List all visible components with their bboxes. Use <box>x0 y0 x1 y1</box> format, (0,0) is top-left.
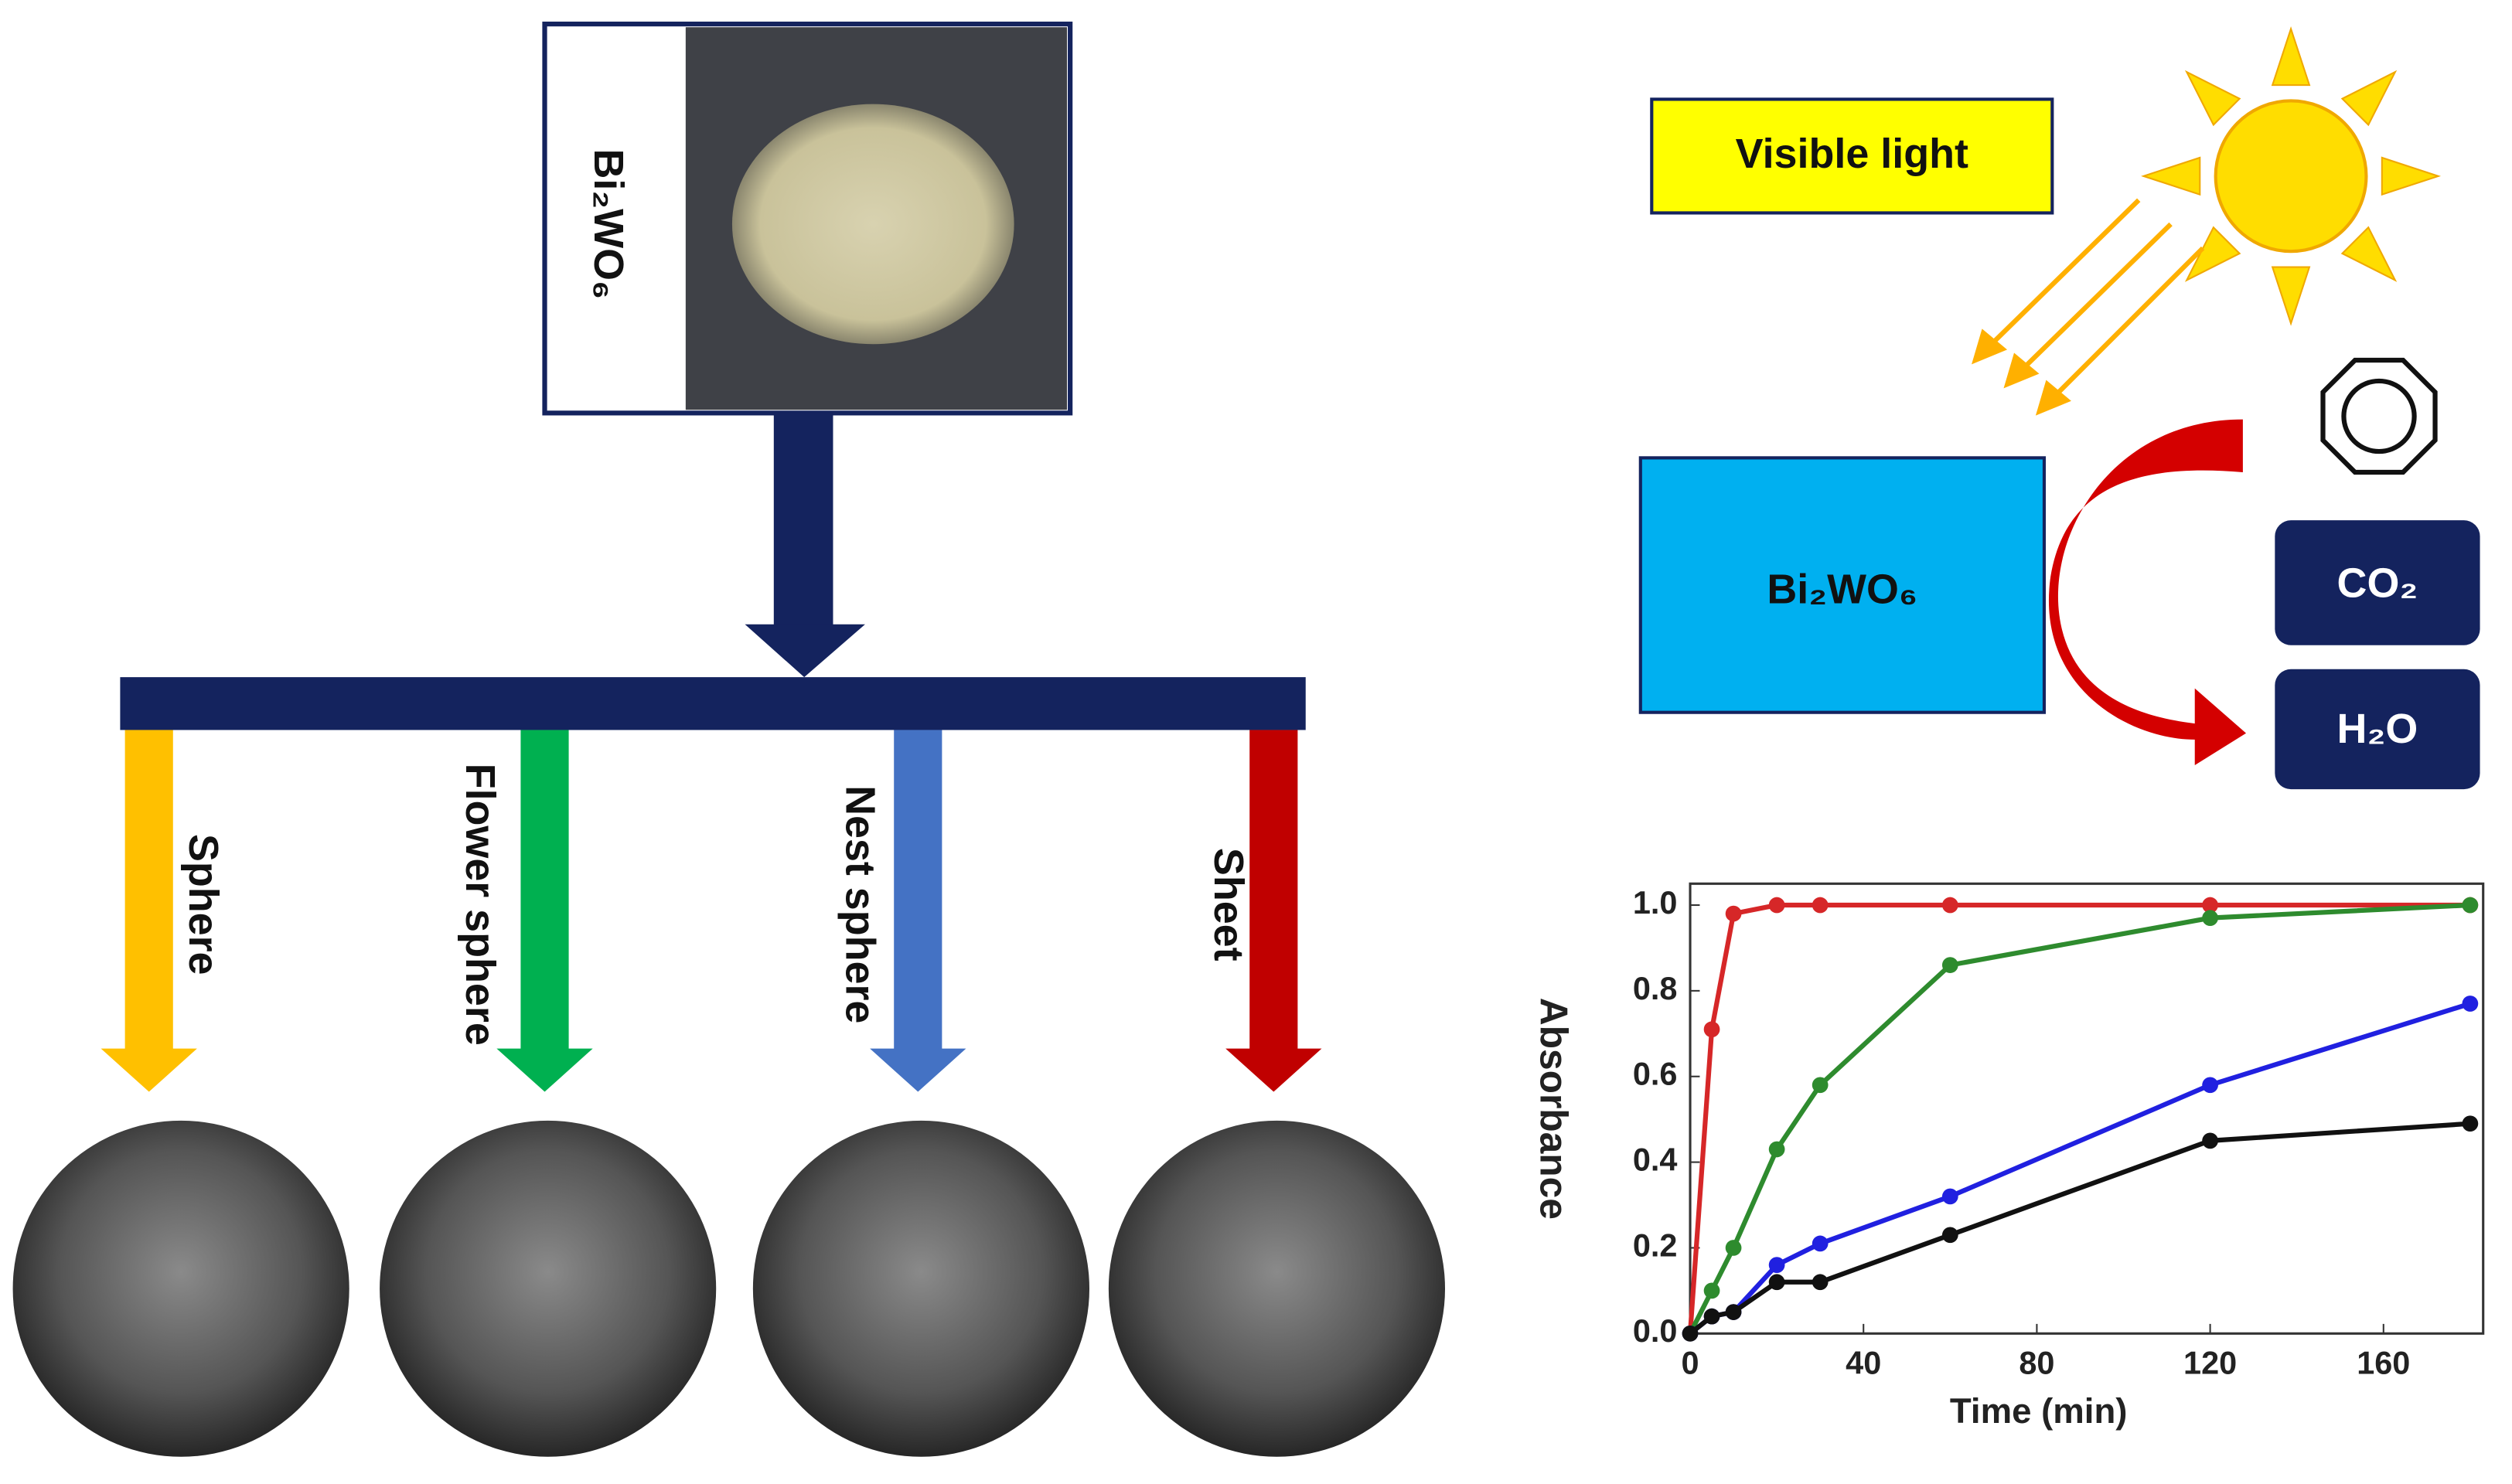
point <box>1941 1227 1958 1244</box>
y-tick-label: 1.0 <box>1633 884 1678 921</box>
sun-ray <box>2271 266 2311 326</box>
y-axis-label: Absorbance <box>1532 998 1576 1220</box>
point <box>1941 1188 1958 1205</box>
morphology-label: Flower sphere <box>457 764 503 1046</box>
product-box <box>2275 669 2480 790</box>
sun-ray <box>2340 226 2398 282</box>
point <box>1703 1308 1720 1325</box>
point <box>1812 897 1829 914</box>
reaction-arrow <box>2048 419 2247 766</box>
branch-arrow-head <box>496 1048 593 1092</box>
point <box>2202 1132 2218 1149</box>
point <box>1812 1235 1829 1252</box>
branch-arrow <box>520 730 569 1050</box>
point <box>2202 910 2218 927</box>
point <box>1703 1021 1720 1038</box>
point <box>1941 897 1958 914</box>
plot-frame <box>1689 882 2485 1335</box>
sem-image <box>380 1120 717 1457</box>
point <box>1812 1274 1829 1291</box>
sem-image <box>12 1120 349 1457</box>
product-box <box>2275 520 2480 645</box>
morphology-label: Sheet <box>1205 848 1252 962</box>
point <box>1725 1304 1742 1320</box>
point <box>1768 1141 1785 1158</box>
y-tick-label: 0.6 <box>1633 1056 1678 1092</box>
source-label: Bi₂WO₆ <box>585 148 632 299</box>
point <box>2202 897 2218 914</box>
branch-arrow <box>894 730 942 1050</box>
morphology-label: Nest sphere <box>837 785 883 1023</box>
point <box>1768 897 1785 914</box>
product-label: CO₂ <box>2337 560 2418 606</box>
y-tick-label: 0.4 <box>1633 1142 1678 1178</box>
y-tick-label: 0.2 <box>1633 1227 1678 1263</box>
branch-arrow <box>124 730 173 1050</box>
point <box>2202 1077 2218 1094</box>
x-tick-label: 40 <box>1846 1345 1881 1381</box>
sun-ray <box>2141 156 2201 196</box>
catalyst-label: Bi₂WO₆ <box>1767 567 1917 613</box>
sem-image <box>1108 1120 1446 1457</box>
powder <box>731 104 1014 345</box>
point <box>2462 897 2479 914</box>
point <box>1682 1325 1699 1342</box>
point <box>2462 996 2479 1012</box>
line <box>1689 1121 2471 1336</box>
point <box>1941 957 1958 973</box>
point <box>1725 905 1742 922</box>
branch-arrow-head <box>1225 1048 1322 1092</box>
point <box>2462 1115 2479 1132</box>
sun <box>2141 26 2442 326</box>
benzene <box>2320 357 2438 475</box>
branch-arrow-head <box>870 1048 966 1092</box>
point <box>1812 1077 1829 1094</box>
point <box>1703 1282 1720 1299</box>
product-label: H₂O <box>2337 706 2418 752</box>
branch-bar <box>120 677 1306 730</box>
x-axis-label: Time (min) <box>1950 1391 2128 1431</box>
line <box>1688 902 2471 1335</box>
line <box>1687 902 2470 1334</box>
y-tick-label: 0.0 <box>1633 1312 1678 1349</box>
sun-ray <box>2381 156 2442 196</box>
sem-image <box>752 1120 1090 1457</box>
x-tick-label: 120 <box>2183 1345 2237 1381</box>
morphology-label: Sphere <box>180 834 227 975</box>
light-box <box>1650 97 2054 215</box>
branch-arrow <box>1249 730 1298 1050</box>
y-tick-label: 0.8 <box>1633 970 1678 1006</box>
main-arrow-head <box>745 624 865 678</box>
sun-ray <box>2340 70 2398 127</box>
light-label: Visible light <box>1736 131 1968 177</box>
benzene-ring <box>2341 378 2417 454</box>
chart: 0.0 0.2 0.4 0.6 0.8 1.0 0 40 80 120 160 Time (min) A… <box>1532 882 2485 1431</box>
x-tick-label: 160 <box>2357 1345 2410 1381</box>
branch-arrow-head <box>101 1048 197 1092</box>
sun-disk <box>2214 99 2368 254</box>
main-arrow <box>773 413 833 629</box>
x-tick-label: 0 <box>1682 1345 1699 1381</box>
catalyst-box <box>1638 456 2047 714</box>
point <box>1768 1274 1785 1291</box>
x-tick-label: 80 <box>2019 1345 2054 1381</box>
light-rays <box>1972 198 2205 416</box>
point <box>1768 1257 1785 1273</box>
sun-ray <box>2184 70 2241 127</box>
point <box>1725 1240 1742 1256</box>
sun-ray <box>2271 26 2311 87</box>
